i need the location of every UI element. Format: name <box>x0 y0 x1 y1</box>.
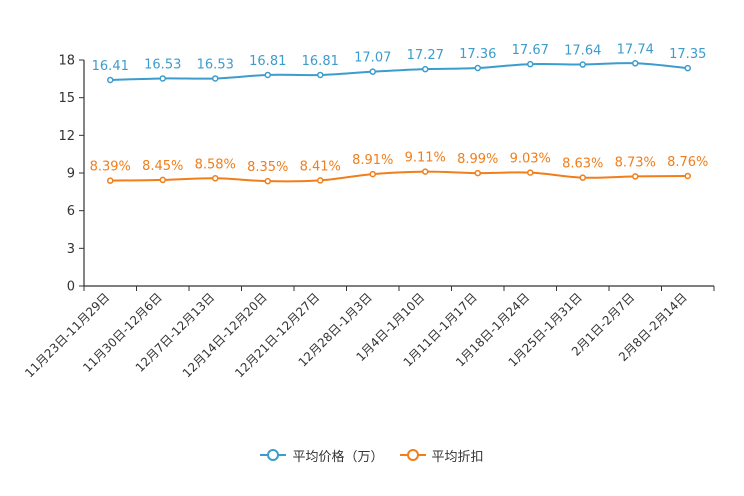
legend-discount-label: 平均折扣 <box>431 449 484 465</box>
data-point-0[interactable] <box>579 61 586 68</box>
data-label-1: 9.11% <box>405 151 446 166</box>
data-point-0[interactable] <box>527 60 534 68</box>
data-label-1: 8.99% <box>457 152 498 167</box>
y-tick-label: 18 <box>58 54 75 69</box>
data-point-1[interactable] <box>632 173 639 180</box>
data-point-1[interactable] <box>317 177 324 184</box>
data-point-0[interactable] <box>212 75 219 82</box>
data-point-0[interactable] <box>317 71 324 79</box>
data-point-1[interactable] <box>474 169 481 177</box>
legend-price-dot <box>267 449 280 461</box>
y-tick-label: 9 <box>67 167 75 182</box>
data-label-1: 8.73% <box>615 155 656 170</box>
data-label-0: 17.35 <box>669 47 706 62</box>
data-point-0[interactable] <box>107 76 114 84</box>
legend-item-price[interactable]: 平均价格（万） <box>260 446 384 465</box>
data-point-0[interactable] <box>422 65 429 73</box>
data-point-0[interactable] <box>369 68 376 75</box>
y-tick-label: 3 <box>67 242 75 257</box>
legend-price-label: 平均价格（万） <box>292 449 384 465</box>
y-tick-label: 15 <box>58 91 75 106</box>
data-label-0: 16.41 <box>92 59 129 74</box>
data-point-1[interactable] <box>369 170 376 178</box>
y-tick-label: 12 <box>58 129 75 144</box>
data-label-1: 9.03% <box>510 152 551 167</box>
data-point-0[interactable] <box>632 60 639 67</box>
data-label-0: 16.81 <box>249 54 286 69</box>
legend-discount-marker-icon <box>399 449 426 461</box>
data-label-0: 17.27 <box>407 48 444 63</box>
line-chart: 036912151811月23日-11月29日11月30日-12月6日12月7日… <box>22 42 715 380</box>
y-tick-label: 0 <box>67 280 75 295</box>
series-line-0 <box>110 62 688 81</box>
data-label-1: 8.35% <box>247 160 288 175</box>
data-label-1: 8.45% <box>142 159 183 174</box>
data-label-0: 17.67 <box>512 43 549 58</box>
data-label-0: 16.81 <box>302 54 339 69</box>
legend-item-discount[interactable]: 平均折扣 <box>399 446 484 465</box>
data-point-0[interactable] <box>264 71 271 79</box>
data-point-0[interactable] <box>159 75 166 82</box>
data-label-1: 8.91% <box>352 153 393 168</box>
data-point-0[interactable] <box>474 64 481 72</box>
series-line-1 <box>110 170 688 183</box>
data-label-0: 16.53 <box>197 57 234 72</box>
data-point-1[interactable] <box>264 177 271 185</box>
x-tick-label: 11月23日-11月29日 <box>22 290 112 380</box>
data-point-0[interactable] <box>684 64 691 72</box>
legend-price-marker-icon <box>260 449 287 461</box>
y-tick-label: 6 <box>67 204 75 219</box>
data-point-1[interactable] <box>579 174 586 181</box>
data-label-0: 17.36 <box>459 47 496 62</box>
data-label-1: 8.76% <box>667 155 708 170</box>
data-label-0: 17.74 <box>617 42 654 57</box>
data-point-1[interactable] <box>107 177 114 184</box>
data-label-0: 16.53 <box>144 57 181 72</box>
legend: 平均价格（万） 平均折扣 <box>0 444 744 466</box>
data-label-1: 8.63% <box>562 157 603 172</box>
data-label-1: 8.41% <box>300 159 341 174</box>
data-point-1[interactable] <box>684 172 691 180</box>
legend-discount-dot <box>406 449 419 461</box>
data-label-0: 17.07 <box>354 51 391 66</box>
data-label-0: 17.64 <box>564 44 601 59</box>
data-label-1: 8.39% <box>90 160 131 175</box>
data-point-1[interactable] <box>422 168 429 175</box>
data-point-1[interactable] <box>212 175 219 182</box>
data-label-1: 8.58% <box>195 157 236 172</box>
data-point-1[interactable] <box>159 176 166 184</box>
data-point-1[interactable] <box>527 169 534 176</box>
